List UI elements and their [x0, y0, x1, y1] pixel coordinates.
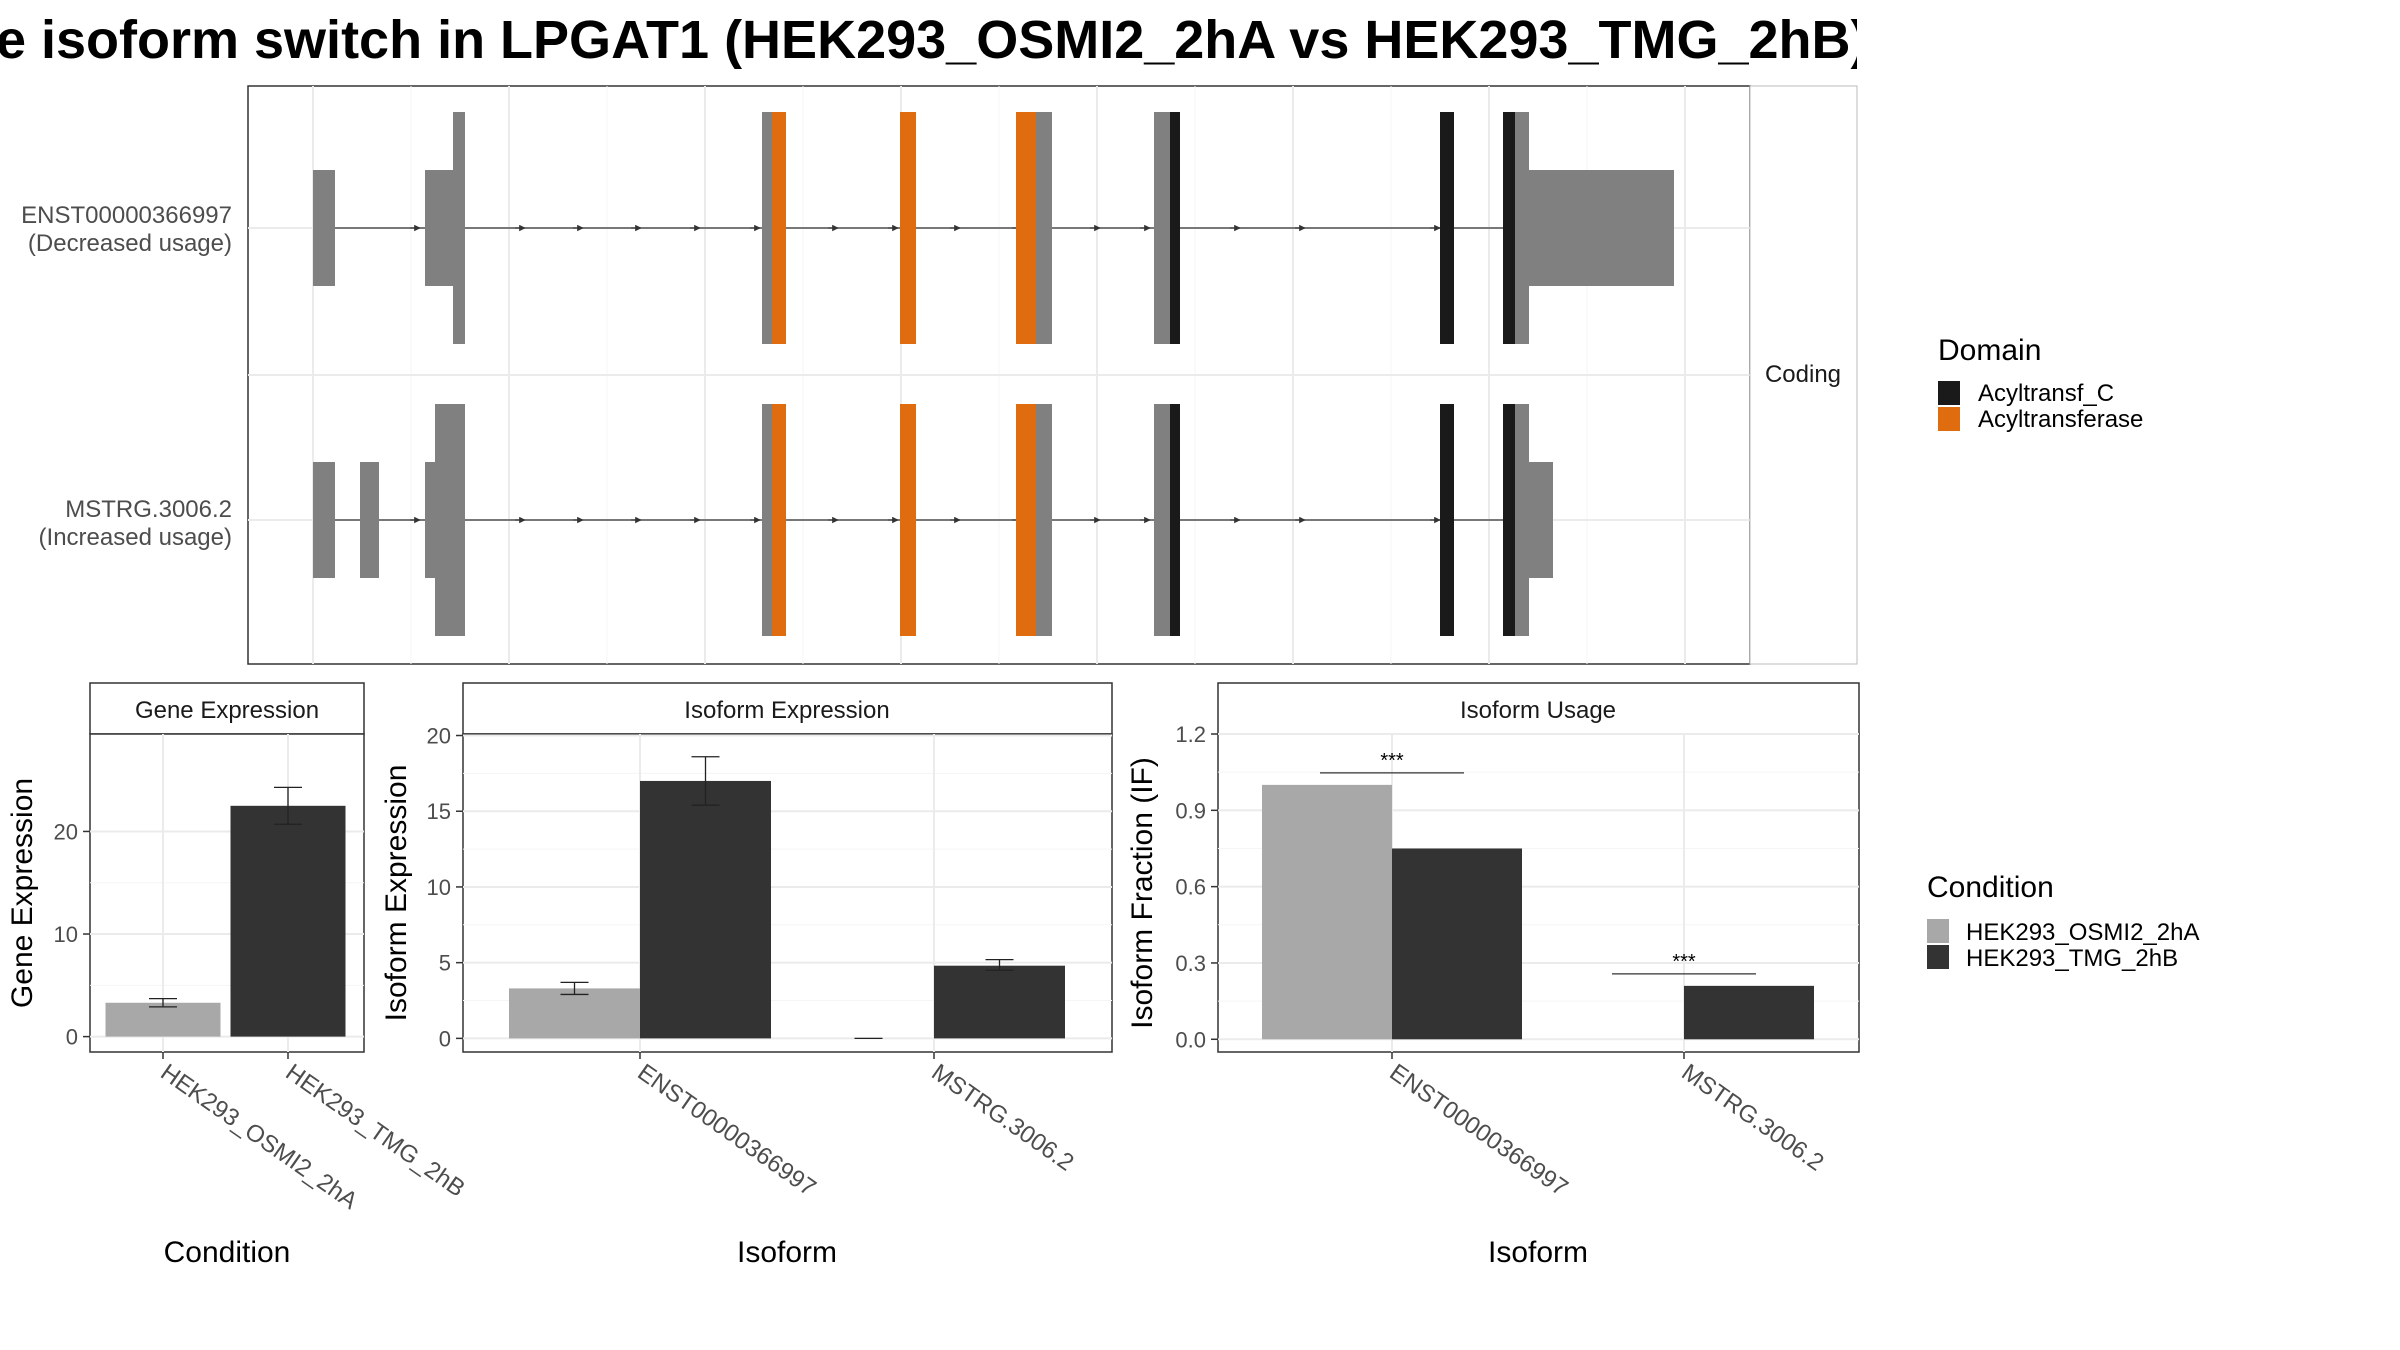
- exon-block: [1036, 112, 1052, 344]
- y-tick-label: 10: [54, 922, 78, 947]
- transcript-2-name: MSTRG.3006.2: [65, 496, 232, 523]
- exon-block: [1529, 462, 1553, 578]
- bar-hek293_osmi2_2ha-enst00000366997: [1262, 784, 1392, 1040]
- legend-label-acyltransferase: Acyltransferase: [1978, 406, 2143, 433]
- x-tick-label: HEK293_OSMI2_2hA: [156, 1059, 363, 1215]
- y-tick-label: 0.0: [1175, 1027, 1206, 1052]
- bar-hek293_tmg_2hb-enst00000366997: [1392, 848, 1522, 1040]
- exon-block: [1036, 404, 1052, 636]
- exon-block: [313, 462, 335, 578]
- gene-expression-xlabel: Condition: [164, 1236, 291, 1269]
- exon-block: [1515, 112, 1529, 344]
- exon-block: [435, 404, 465, 636]
- exon-block: [360, 462, 379, 578]
- x-tick-label: MSTRG.3006.2: [927, 1059, 1079, 1177]
- transcript-track-1: [313, 112, 1674, 344]
- exon-block: [762, 112, 772, 344]
- exon-block: [313, 170, 335, 286]
- domain-exon-acyltransferase: [900, 112, 916, 344]
- domain-exon-acyltransferase: [772, 404, 786, 636]
- bar-hek293_tmg_2hb-mstrg.3006.2: [1684, 985, 1814, 1040]
- coding-strip-label: Coding: [1765, 361, 1841, 388]
- figure-title: The isoform switch in LPGAT1 (HEK293_OSM…: [0, 10, 1869, 70]
- isoform-expression-strip: Isoform Expression: [684, 697, 889, 724]
- gene-expression-ylabel: Gene Expression: [6, 778, 39, 1008]
- domain-exon-acyltransferase: [772, 112, 786, 344]
- domain-exon-acyltransf-c: [1170, 404, 1180, 636]
- significance-label: ***: [1380, 750, 1404, 772]
- exon-block: [762, 404, 772, 636]
- domain-exon-acyltransferase: [1016, 112, 1036, 344]
- exon-block: [1529, 170, 1674, 286]
- legend-swatch-condition-a: [1927, 919, 1949, 943]
- domain-exon-acyltransferase: [900, 404, 916, 636]
- y-tick-label: 1.2: [1175, 722, 1206, 747]
- domain-exon-acyltransferase: [1016, 404, 1036, 636]
- y-tick-label: 0.9: [1175, 798, 1206, 823]
- y-tick-label: 10: [427, 875, 451, 900]
- condition-legend: Condition HEK293_OSMI2_2hA HEK293_TMG_2h…: [1927, 871, 2199, 972]
- structure-tracks: [313, 112, 1674, 636]
- x-tick-label: ENST00000366997: [633, 1059, 821, 1202]
- y-tick-label: 20: [427, 724, 451, 749]
- transcript-1-usage: (Decreased usage): [28, 230, 232, 257]
- x-tick-label: MSTRG.3006.2: [1677, 1059, 1829, 1177]
- domain-exon-acyltransf-c: [1503, 112, 1515, 344]
- exon-block: [1515, 404, 1529, 636]
- bar-hek293_tmg_2hb: [230, 805, 346, 1037]
- y-tick-label: 0.3: [1175, 951, 1206, 976]
- exon-block: [453, 112, 465, 344]
- legend-swatch-acyltransf-c: [1938, 381, 1960, 405]
- domain-legend-title: Domain: [1938, 334, 2041, 367]
- isoform-expression-xlabel: Isoform: [737, 1236, 837, 1269]
- transcript-track-2: [313, 404, 1553, 636]
- isoform-usage-ylabel: Isoform Fraction (IF): [1126, 757, 1159, 1029]
- bar-hek293_osmi2_2ha-enst00000366997: [509, 988, 640, 1039]
- x-tick-label: ENST00000366997: [1385, 1059, 1573, 1202]
- gene-expression-strip: Gene Expression: [135, 697, 319, 724]
- isoform-usage-strip: Isoform Usage: [1460, 697, 1616, 724]
- significance-label: ***: [1672, 951, 1696, 973]
- y-tick-label: 15: [427, 799, 451, 824]
- legend-label-condition-a: HEK293_OSMI2_2hA: [1966, 919, 2199, 946]
- exon-block: [1154, 112, 1170, 344]
- transcript-1-name: ENST00000366997: [21, 202, 232, 229]
- y-tick-label: 0: [66, 1025, 78, 1050]
- exon-block: [425, 462, 435, 578]
- transcript-2-usage: (Increased usage): [39, 524, 232, 551]
- condition-legend-title: Condition: [1927, 871, 2054, 904]
- bar-hek293_tmg_2hb-enst00000366997: [640, 780, 771, 1039]
- y-tick-label: 20: [54, 819, 78, 844]
- domain-exon-acyltransf-c: [1440, 404, 1454, 636]
- isoform-usage-xlabel: Isoform: [1488, 1236, 1588, 1269]
- bar-hek293_tmg_2hb-mstrg.3006.2: [934, 965, 1065, 1039]
- domain-exon-acyltransf-c: [1440, 112, 1454, 344]
- isoform-expression-ylabel: Isoform Expression: [380, 765, 413, 1022]
- y-tick-label: 0: [439, 1026, 451, 1051]
- legend-label-condition-b: HEK293_TMG_2hB: [1966, 945, 2178, 972]
- y-tick-label: 5: [439, 951, 451, 976]
- domain-exon-acyltransf-c: [1170, 112, 1180, 344]
- gene-structure-panel: Coding ENST00000366997 (Decreased usage)…: [21, 85, 1858, 665]
- legend-swatch-acyltransferase: [1938, 407, 1960, 431]
- exon-block: [425, 170, 453, 286]
- y-tick-label: 0.6: [1175, 875, 1206, 900]
- bar-hek293_osmi2_2ha: [105, 1002, 221, 1037]
- legend-label-acyltransf-c: Acyltransf_C: [1978, 380, 2114, 407]
- exon-block: [1154, 404, 1170, 636]
- domain-exon-acyltransf-c: [1503, 404, 1515, 636]
- isoform-usage-panel: Isoform Usage 0.0 0.3 0.6 0.9 1.2 ENST0000036…: [1126, 682, 1860, 1269]
- isoform-expression-panel: Isoform Expression 0 5 10 15 20 ENST000003669…: [380, 682, 1113, 1269]
- domain-legend: Domain Acyltransf_C Acyltransferase: [1938, 334, 2143, 433]
- legend-swatch-condition-b: [1927, 945, 1949, 969]
